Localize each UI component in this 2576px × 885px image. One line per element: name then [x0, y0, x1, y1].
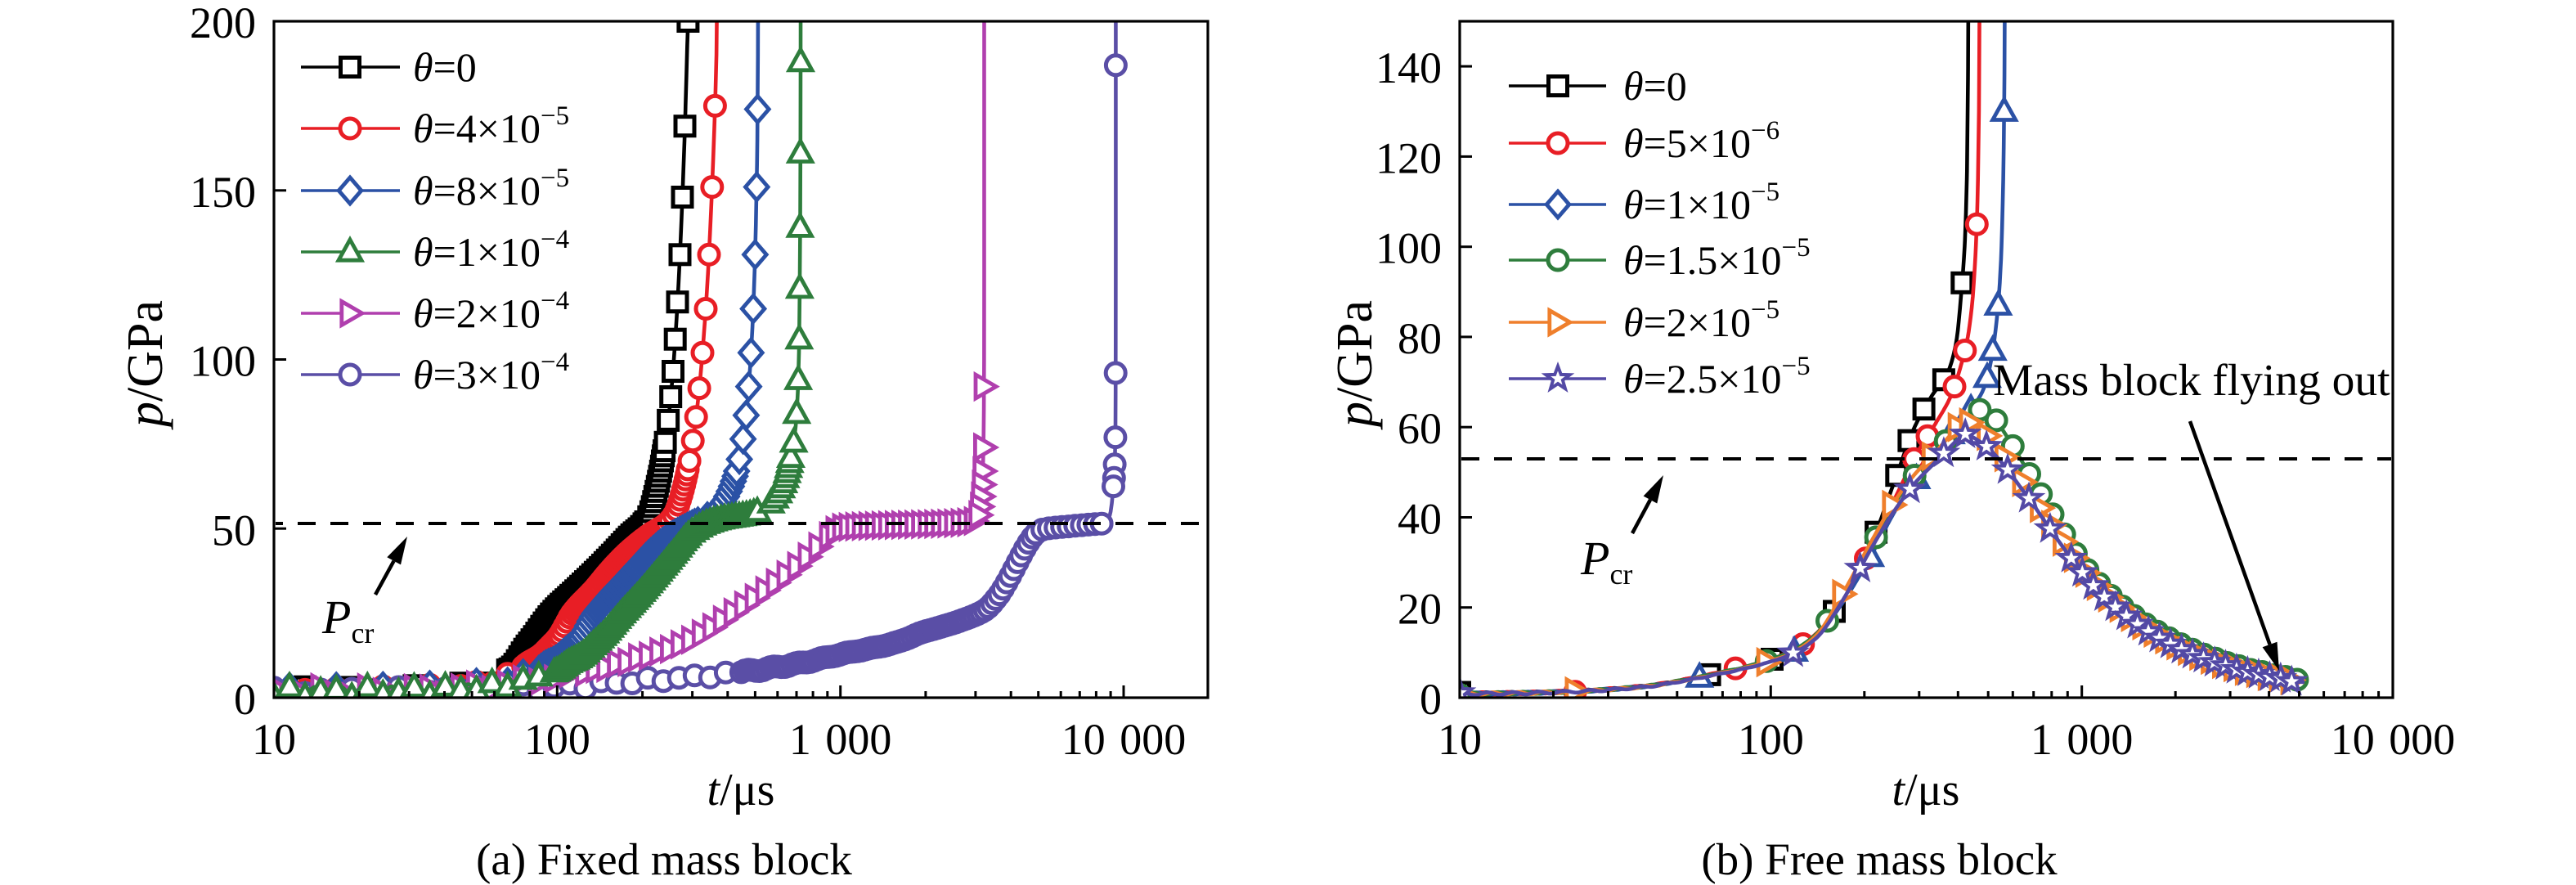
svg-text:60: 60 [1398, 404, 1442, 453]
svg-text:(a) Fixed mass block: (a) Fixed mass block [476, 834, 852, 884]
svg-text:θ=8×10−5: θ=8×10−5 [413, 164, 569, 213]
svg-text:140: 140 [1376, 43, 1442, 92]
svg-text:40: 40 [1398, 494, 1442, 543]
svg-text:50: 50 [212, 505, 256, 555]
svg-text:t/μs: t/μs [707, 765, 775, 815]
svg-text:80: 80 [1398, 314, 1442, 363]
svg-text:100: 100 [190, 337, 256, 386]
svg-text:t/μs: t/μs [1892, 765, 1960, 815]
svg-text:Pcr: Pcr [321, 591, 374, 649]
svg-text:120: 120 [1376, 133, 1442, 182]
svg-text:100: 100 [1376, 224, 1442, 273]
svg-text:0: 0 [1420, 675, 1442, 724]
svg-text:1 000: 1 000 [789, 715, 892, 764]
svg-text:Mass block flying out: Mass block flying out [1993, 356, 2390, 406]
svg-text:10: 10 [1438, 715, 1482, 764]
svg-text:p/GPa: p/GPa [1327, 300, 1383, 430]
svg-text:10 000: 10 000 [2331, 715, 2456, 764]
svg-text:θ=1.5×10−5: θ=1.5×10−5 [1623, 233, 1811, 283]
svg-text:θ=2.5×10−5: θ=2.5×10−5 [1623, 352, 1811, 402]
svg-text:p/GPa: p/GPa [118, 300, 173, 430]
svg-text:1 000: 1 000 [2031, 715, 2134, 764]
svg-text:(b) Free mass block: (b) Free mass block [1701, 834, 2058, 884]
svg-text:Pcr: Pcr [1580, 532, 1632, 591]
svg-text:0: 0 [234, 675, 256, 724]
svg-text:10 000: 10 000 [1061, 715, 1187, 764]
svg-text:20: 20 [1398, 585, 1442, 634]
svg-text:θ=2×10−4: θ=2×10−4 [413, 286, 569, 336]
svg-text:θ=5×10−6: θ=5×10−6 [1623, 116, 1779, 166]
svg-text:150: 150 [190, 168, 256, 217]
svg-text:θ=0: θ=0 [1623, 63, 1687, 109]
svg-text:100: 100 [1738, 715, 1804, 764]
svg-text:10: 10 [252, 715, 296, 764]
svg-text:100: 100 [524, 715, 590, 764]
svg-text:200: 200 [190, 0, 256, 47]
svg-text:θ=0: θ=0 [413, 44, 477, 90]
